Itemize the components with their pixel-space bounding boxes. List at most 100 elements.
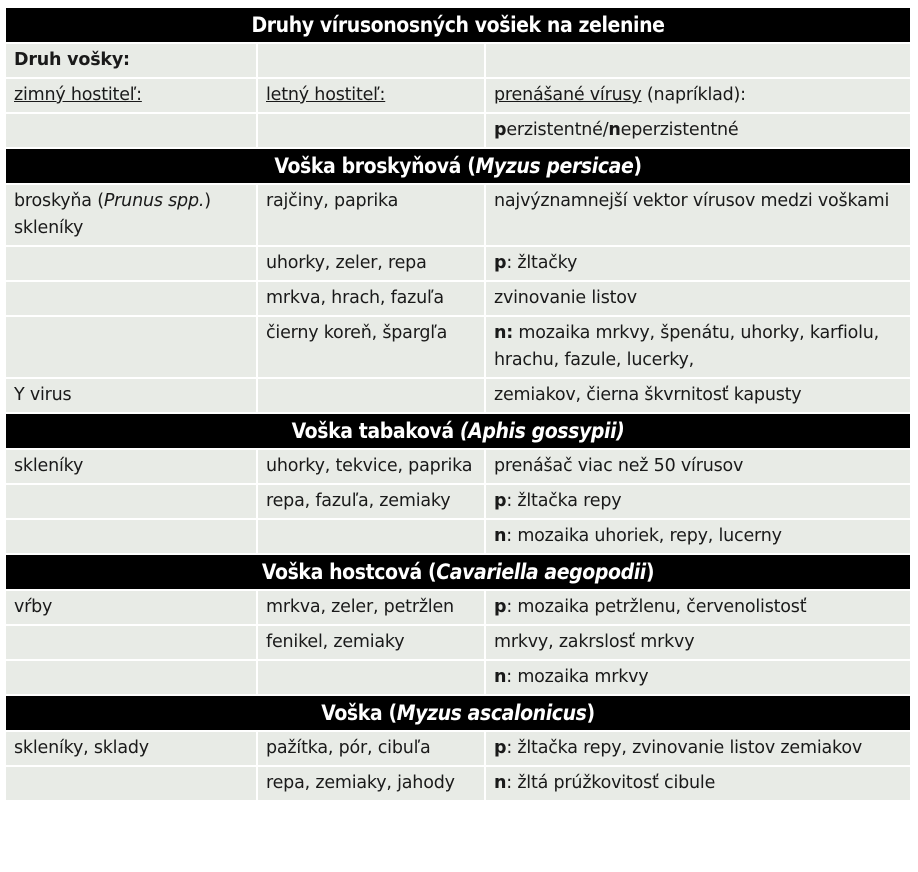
summer-host: pažítka, pór, cibuľa [266,738,431,758]
persistence-marker: n [494,667,507,687]
virus-text: : žltačky [506,253,578,273]
winter-host-cell: skleníky [6,449,258,485]
summer-host: čierny koreň, špargľa [266,323,448,343]
winter-host-cell: vŕby [6,590,258,626]
species-latin-name: (Aphis gossypii) [459,419,625,443]
virus-text: : žltá prúžkovitosť cibule [506,773,716,793]
summer-host: mrkva, zeler, petržlen [266,597,454,617]
species-label: Druh vošky: [6,43,258,79]
winter-host-cell [6,766,258,802]
winter-host-header: zimný hostiteľ: [6,78,258,114]
empty-cell [485,43,911,79]
summer-host-cell: čierny koreň, špargľa [257,316,486,379]
virus-text: mozaika mrkvy, špenátu, uhorky, karfiolu… [494,323,880,370]
section-header-row: Voška tabaková (Aphis gossypii) [6,413,911,450]
virus-text: prenášač viac než 50 vírusov [494,456,744,476]
virus-cell: n: mozaika mrkvy [485,660,911,696]
table-row: n: mozaika mrkvy [6,660,911,696]
legend-row: perzistentné/neperzistentné [6,113,911,149]
virus-cell: mrkvy, zakrslosť mrkvy [485,625,911,661]
section-header-row: Voška hostcová (Cavariella aegopodii) [6,554,911,591]
table-row: broskyňa (Prunus spp.) skleníky rajčiny, p… [6,184,911,247]
table-row: uhorky, zeler, repa p: žltačky [6,246,911,282]
summer-host-cell: uhorky, zeler, repa [257,246,486,282]
virus-text: : žltačka repy, zvinovanie listov zemiak… [506,738,862,758]
table-row: fenikel, zemiaky mrkvy, zakrslosť mrkvy [6,625,911,661]
summer-host-cell: repa, zemiaky, jahody [257,766,486,802]
table-row: repa, fazuľa, zemiaky p: žltačka repy [6,484,911,520]
species-latin-name: Myzus ascalonicus [396,701,587,725]
section-title: Voška (Myzus ascalonicus) [6,695,911,732]
winter-host-secondary: skleníky [14,218,84,238]
winter-host: broskyňa ( [14,191,104,211]
persistence-marker: n [494,526,507,546]
winter-host-cell [6,281,258,317]
summer-host-cell [257,378,486,414]
virus-cell: najvýznamnejší vektor vírusov medzi vošk… [485,184,911,247]
persistence-marker: p [494,491,507,511]
winter-host: Y virus [14,385,72,405]
viruses-header: prenášané vírusy (napríklad): [485,78,911,114]
persistence-marker: p [494,738,507,758]
empty-cell [257,113,486,149]
summer-host-cell: repa, fazuľa, zemiaky [257,484,486,520]
section-title: Voška broskyňová (Myzus persicae) [6,148,911,185]
summer-host-cell: pažítka, pór, cibuľa [257,731,486,767]
species-sections: Voška broskyňová (Myzus persicae) broskyň… [6,148,911,802]
species-latin-name: Myzus persicae [475,154,634,178]
winter-host-cell [6,316,258,379]
table-row: mrkva, hrach, fazuľa zvinovanie listov [6,281,911,317]
section-title: Voška tabaková (Aphis gossypii) [6,413,911,450]
winter-host-cell [6,519,258,555]
virus-cell: p: žltačky [485,246,911,282]
winter-host-latin: Prunus spp. [103,191,205,211]
persistence-marker: n: [494,323,514,343]
virus-text: zemiakov, čierna škvrnitosť kapusty [494,385,802,405]
virus-text: : žltačka repy [506,491,622,511]
winter-host-cell [6,625,258,661]
winter-host-cell [6,484,258,520]
winter-host-label: zimný hostiteľ: [14,85,142,105]
winter-host-cell [6,660,258,696]
viruses-suffix: (napríklad): [646,85,746,105]
species-close: ) [633,154,642,178]
table-row: skleníky, sklady pažítka, pór, cibuľa p: ž… [6,731,911,767]
winter-host: vŕby [14,597,53,617]
virus-cell: p: žltačka repy, zvinovanie listov zemia… [485,731,911,767]
summer-host-cell: fenikel, zemiaky [257,625,486,661]
summer-host-cell [257,660,486,696]
table-row: čierny koreň, špargľa n: mozaika mrkvy, š… [6,316,911,379]
column-header-row: zimný hostiteľ: letný hostiteľ: prenášan… [6,78,911,114]
winter-host-cell [6,246,258,282]
virus-text: mrkvy, zakrslosť mrkvy [494,632,695,652]
viruses-label: prenášané vírusy [494,85,642,105]
summer-host-cell: mrkva, hrach, fazuľa [257,281,486,317]
species-close: ) [645,560,655,584]
virus-cell: zvinovanie listov [485,281,911,317]
aphid-virus-table: Druhy vírusonosných vošiek na zelenine D… [6,8,911,802]
winter-host-close: ) [204,191,211,211]
virus-cell: zemiakov, čierna škvrnitosť kapusty [485,378,911,414]
species-common-name: Voška ( [321,701,397,725]
summer-host-cell: rajčiny, paprika [257,184,486,247]
summer-host-header: letný hostiteľ: [257,78,486,114]
summer-host: mrkva, hrach, fazuľa [266,288,444,308]
winter-host-cell: skleníky, sklady [6,731,258,767]
table-row: repa, zemiaky, jahody n: žltá prúžkovitos… [6,766,911,802]
virus-text: zvinovanie listov [494,288,637,308]
virus-text: : mozaika uhoriek, repy, lucerny [506,526,782,546]
summer-host: fenikel, zemiaky [266,632,405,652]
winter-host-cell: broskyňa (Prunus spp.) skleníky [6,184,258,247]
aphid-table-container: Druhy vírusonosných vošiek na zelenine D… [6,8,911,802]
summer-host-cell: uhorky, tekvice, paprika [257,449,486,485]
table-row: skleníky uhorky, tekvice, paprika prenášač… [6,449,911,485]
virus-cell: p: žltačka repy [485,484,911,520]
virus-text: najvýznamnejší vektor vírusov medzi vošk… [494,191,890,211]
table-title: Druhy vírusonosných vošiek na zelenine [6,8,911,44]
summer-host: uhorky, tekvice, paprika [266,456,473,476]
summer-host-cell: mrkva, zeler, petržlen [257,590,486,626]
empty-cell [6,113,258,149]
virus-text: : mozaika mrkvy [506,667,649,687]
virus-cell: n: žltá prúžkovitosť cibule [485,766,911,802]
species-common-name: Voška hostcová ( [261,560,437,584]
